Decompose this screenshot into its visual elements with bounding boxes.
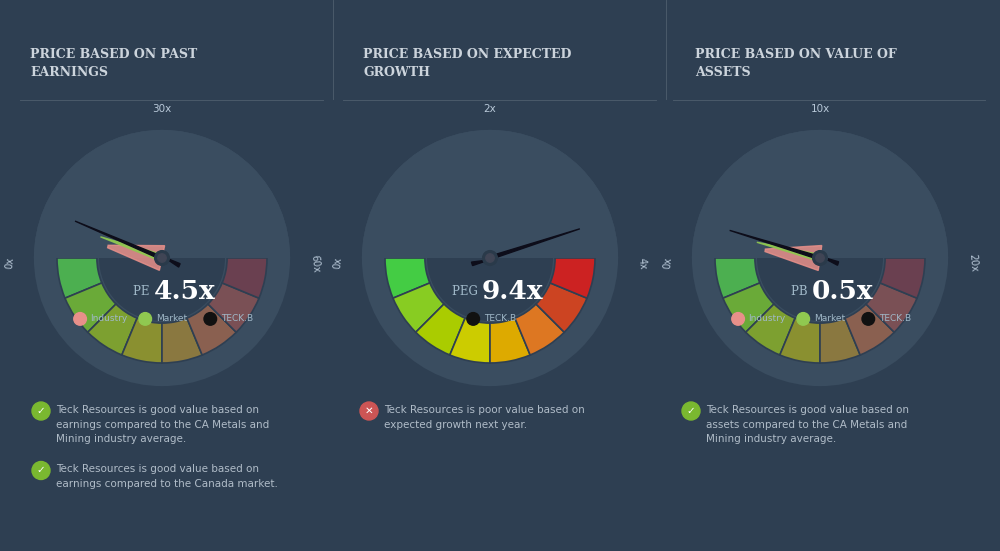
Circle shape: [360, 402, 378, 420]
Polygon shape: [471, 229, 580, 266]
Text: expected growth next year.: expected growth next year.: [384, 419, 527, 429]
Circle shape: [483, 251, 497, 266]
Text: ✓: ✓: [37, 406, 45, 416]
Circle shape: [467, 312, 480, 325]
Wedge shape: [416, 304, 465, 355]
Circle shape: [362, 130, 618, 386]
Circle shape: [682, 402, 700, 420]
Text: 2x: 2x: [484, 104, 496, 114]
Text: 4x: 4x: [637, 257, 648, 269]
Wedge shape: [162, 318, 202, 363]
Circle shape: [74, 312, 86, 325]
Wedge shape: [122, 318, 162, 363]
Text: Industry: Industry: [91, 315, 128, 323]
Wedge shape: [427, 258, 553, 321]
Wedge shape: [385, 258, 430, 298]
Circle shape: [813, 251, 827, 266]
Text: Industry: Industry: [749, 315, 786, 323]
Text: Teck Resources is good value based on: Teck Resources is good value based on: [56, 405, 259, 415]
Text: Market: Market: [814, 315, 845, 323]
Text: earnings compared to the Canada market.: earnings compared to the Canada market.: [56, 479, 278, 489]
Polygon shape: [730, 230, 839, 265]
Wedge shape: [99, 258, 225, 321]
Circle shape: [204, 312, 217, 325]
Circle shape: [155, 251, 169, 266]
Text: PB: PB: [791, 285, 812, 298]
Circle shape: [32, 402, 50, 420]
Circle shape: [158, 254, 166, 262]
Text: 10x: 10x: [810, 104, 830, 114]
Text: ✕: ✕: [365, 406, 373, 416]
Text: 0x: 0x: [662, 257, 673, 269]
Polygon shape: [100, 237, 163, 261]
Wedge shape: [746, 304, 795, 355]
Text: earnings compared to the CA Metals and: earnings compared to the CA Metals and: [56, 419, 269, 429]
Wedge shape: [88, 304, 137, 355]
Text: Teck Resources is poor value based on: Teck Resources is poor value based on: [384, 405, 585, 415]
Text: PEG: PEG: [452, 285, 482, 298]
Text: 4.5x: 4.5x: [154, 279, 215, 304]
Text: ✓: ✓: [687, 406, 695, 416]
Text: 0x: 0x: [4, 257, 15, 269]
Text: TECK.B: TECK.B: [484, 315, 516, 323]
Wedge shape: [34, 130, 290, 258]
Text: 60x: 60x: [309, 254, 321, 273]
Text: 9.4x: 9.4x: [482, 279, 543, 304]
Text: TECK.B: TECK.B: [221, 315, 253, 323]
Text: Teck Resources is good value based on: Teck Resources is good value based on: [706, 405, 909, 415]
Wedge shape: [536, 283, 587, 332]
Text: PRICE BASED ON EXPECTED
GROWTH: PRICE BASED ON EXPECTED GROWTH: [363, 48, 571, 79]
Wedge shape: [450, 318, 490, 363]
Wedge shape: [866, 283, 917, 332]
Circle shape: [692, 130, 948, 386]
Circle shape: [732, 312, 744, 325]
Text: assets compared to the CA Metals and: assets compared to the CA Metals and: [706, 419, 907, 429]
Text: PRICE BASED ON VALUE OF
ASSETS: PRICE BASED ON VALUE OF ASSETS: [695, 48, 897, 79]
Wedge shape: [845, 304, 894, 355]
Wedge shape: [820, 318, 860, 363]
Text: ✓: ✓: [37, 466, 45, 476]
Polygon shape: [757, 242, 821, 261]
Wedge shape: [715, 258, 760, 298]
Wedge shape: [880, 258, 925, 298]
Wedge shape: [208, 283, 259, 332]
Text: 0.5x: 0.5x: [812, 279, 873, 304]
Wedge shape: [515, 304, 564, 355]
Wedge shape: [57, 258, 102, 298]
Text: Mining industry average.: Mining industry average.: [56, 434, 186, 444]
Text: 0x: 0x: [332, 257, 343, 269]
Text: Teck Resources is good value based on: Teck Resources is good value based on: [56, 464, 259, 474]
Wedge shape: [222, 258, 267, 298]
Wedge shape: [550, 258, 595, 298]
Polygon shape: [108, 245, 165, 271]
Circle shape: [862, 312, 875, 325]
Wedge shape: [757, 258, 883, 321]
Wedge shape: [723, 283, 774, 332]
Circle shape: [32, 462, 50, 479]
Wedge shape: [362, 130, 618, 258]
Wedge shape: [692, 130, 948, 258]
Wedge shape: [780, 318, 820, 363]
Polygon shape: [765, 246, 822, 271]
Text: Market: Market: [156, 315, 187, 323]
Text: PE: PE: [133, 285, 154, 298]
Wedge shape: [393, 283, 444, 332]
Circle shape: [486, 254, 494, 262]
Text: TECK.B: TECK.B: [879, 315, 911, 323]
Circle shape: [139, 312, 152, 325]
Circle shape: [34, 130, 290, 386]
Text: 20x: 20x: [967, 254, 979, 273]
Circle shape: [797, 312, 810, 325]
Circle shape: [816, 254, 824, 262]
Wedge shape: [490, 318, 530, 363]
Polygon shape: [75, 221, 180, 267]
Text: Mining industry average.: Mining industry average.: [706, 434, 836, 444]
Text: PRICE BASED ON PAST
EARNINGS: PRICE BASED ON PAST EARNINGS: [30, 48, 197, 79]
Text: 30x: 30x: [152, 104, 172, 114]
Wedge shape: [187, 304, 236, 355]
Wedge shape: [65, 283, 116, 332]
